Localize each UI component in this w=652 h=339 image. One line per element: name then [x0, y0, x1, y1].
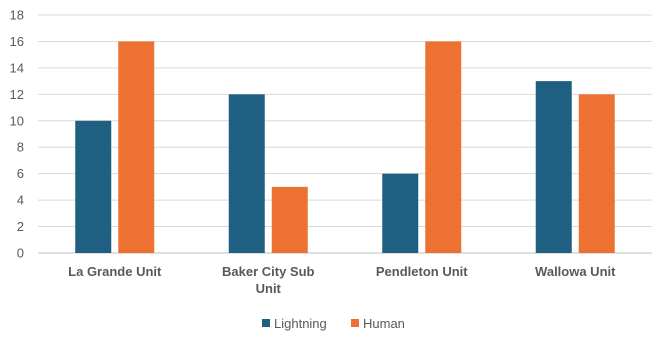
category-label: Unit [256, 281, 282, 296]
bars [75, 41, 615, 254]
bar-human [118, 41, 155, 253]
bar-lightning [75, 120, 112, 254]
y-tick-label: 16 [10, 34, 24, 49]
legend: Lightning Human [262, 316, 405, 331]
bar-human [425, 41, 462, 253]
legend-label-human: Human [363, 316, 405, 331]
y-tick-label: 10 [10, 113, 24, 128]
legend-swatch-human [351, 319, 359, 327]
bar-lightning [228, 94, 265, 253]
category-label: Pendleton Unit [376, 264, 468, 279]
bar-human [578, 94, 615, 253]
category-label: Baker City Sub [222, 264, 315, 279]
y-axis: 0 2 4 6 8 10 12 14 16 18 [10, 8, 24, 261]
y-tick-label: 12 [10, 87, 24, 102]
bar-human [271, 186, 308, 253]
y-tick-label: 18 [10, 8, 24, 23]
y-tick-label: 2 [17, 219, 24, 234]
x-axis: La Grande Unit Baker City Sub Unit Pendleto… [68, 264, 616, 296]
y-tick-label: 6 [17, 166, 24, 181]
category-label: La Grande Unit [68, 264, 162, 279]
y-tick-label: 8 [17, 140, 24, 155]
legend-label-lightning: Lightning [274, 316, 327, 331]
bar-lightning [382, 173, 419, 253]
y-tick-label: 0 [17, 246, 24, 261]
y-tick-label: 14 [10, 60, 24, 75]
category-label: Wallowa Unit [535, 264, 616, 279]
legend-swatch-lightning [262, 319, 270, 327]
y-tick-label: 4 [17, 193, 24, 208]
bar-lightning [535, 81, 572, 253]
